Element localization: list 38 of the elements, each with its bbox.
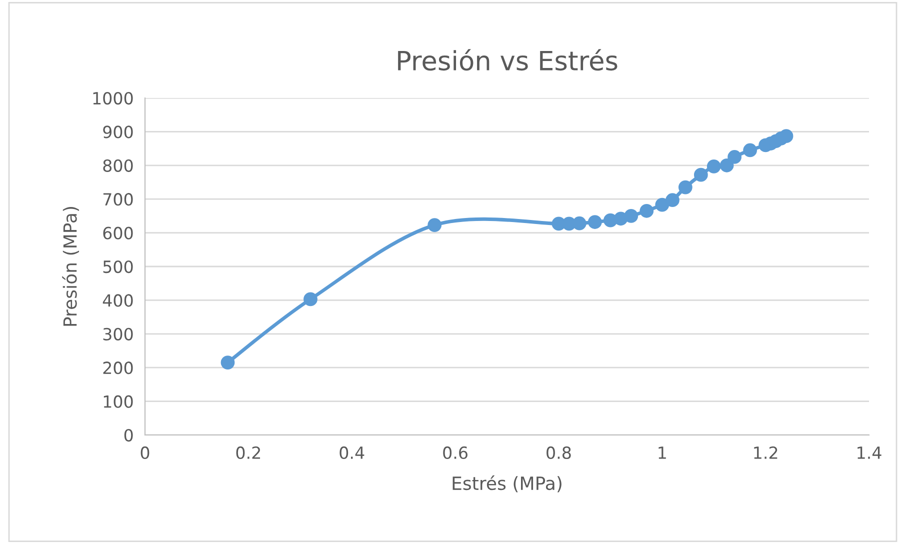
y-tick-label: 400 xyxy=(102,294,133,307)
chart-title: Presión vs Estrés xyxy=(398,49,618,71)
x-axis-title: Estrés (MPa) xyxy=(452,475,562,492)
y-tick-label: 600 xyxy=(103,226,133,240)
point xyxy=(572,216,586,230)
y-tick-label: 0 xyxy=(124,428,133,442)
point xyxy=(779,129,794,144)
point xyxy=(743,143,757,158)
y-tick-label: 700 xyxy=(103,193,133,206)
point xyxy=(666,193,680,208)
point xyxy=(694,168,708,182)
point xyxy=(304,292,318,306)
point xyxy=(720,158,734,172)
y-axis-title: Presión (MPa) xyxy=(62,206,79,326)
x-tick-label: 1 xyxy=(658,446,666,459)
y-tick-label: 900 xyxy=(103,126,133,138)
x-tick-label: 0.6 xyxy=(443,446,468,460)
x-tick-label: 1.4 xyxy=(858,446,882,459)
y-tick-label: 1000 xyxy=(93,92,133,105)
point xyxy=(428,218,442,232)
point xyxy=(220,356,235,370)
point xyxy=(624,209,638,223)
x-tick-label: 0.2 xyxy=(236,446,260,460)
y-tick-label: 200 xyxy=(103,362,133,374)
point xyxy=(728,150,742,164)
y-tick-label: 300 xyxy=(103,328,133,340)
point xyxy=(655,198,670,212)
y-tick-label: 500 xyxy=(103,260,133,274)
point xyxy=(678,180,692,194)
x-tick-label: 0.8 xyxy=(546,446,571,460)
y-tick-label: 800 xyxy=(103,159,133,172)
point xyxy=(588,215,602,229)
x-tick-label: 0.4 xyxy=(340,446,364,460)
y-tick-label: 100 xyxy=(104,395,133,408)
point xyxy=(706,159,721,174)
x-tick-label: 1.2 xyxy=(754,446,778,459)
x-tick-label: 0 xyxy=(140,446,150,460)
point xyxy=(640,204,654,218)
